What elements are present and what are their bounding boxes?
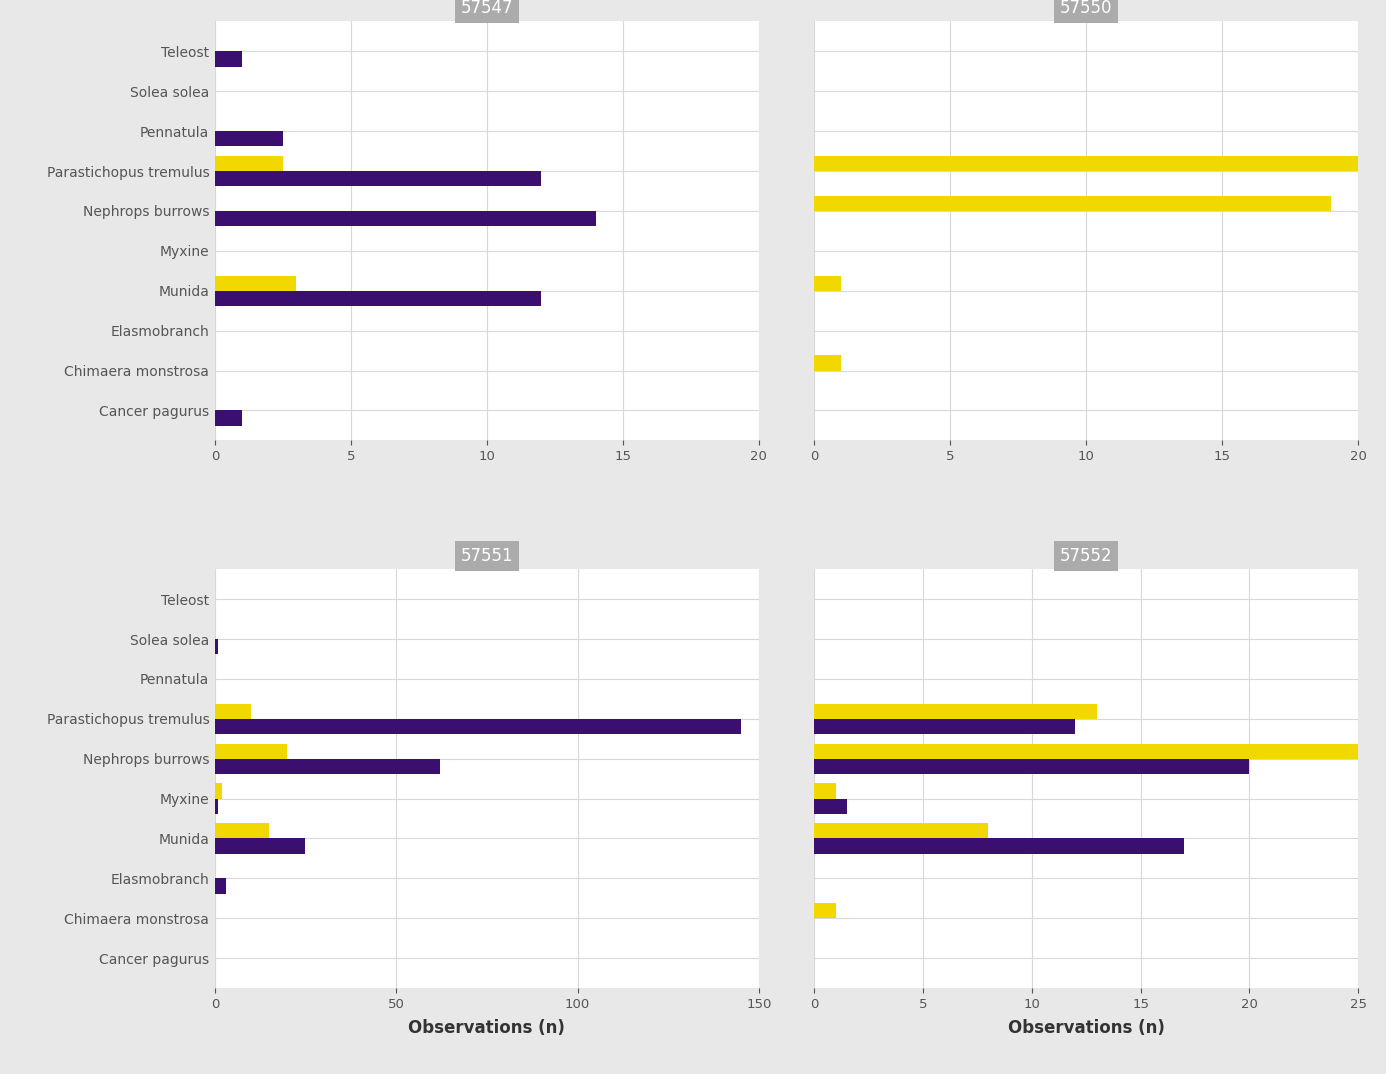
Bar	[815, 719, 1076, 734]
Bar	[215, 410, 243, 425]
Bar	[815, 276, 841, 291]
Title: 57550: 57550	[1060, 0, 1113, 17]
Bar	[215, 211, 596, 227]
Bar	[215, 703, 251, 719]
Bar	[815, 799, 847, 814]
Bar	[215, 639, 219, 654]
Bar	[215, 743, 287, 758]
Title: 57551: 57551	[460, 547, 513, 565]
Bar	[215, 276, 297, 291]
Bar	[215, 839, 305, 854]
Bar	[215, 52, 243, 67]
Bar	[215, 799, 219, 814]
Bar	[815, 156, 1358, 171]
X-axis label: Observations (n): Observations (n)	[409, 1019, 565, 1037]
Bar	[815, 783, 836, 799]
Bar	[815, 195, 1331, 211]
Bar	[815, 839, 1184, 854]
Bar	[815, 903, 836, 918]
Bar	[215, 131, 283, 146]
Bar	[215, 291, 542, 306]
Bar	[815, 743, 1358, 758]
X-axis label: Observations (n): Observations (n)	[1008, 1019, 1164, 1037]
Bar	[815, 824, 988, 839]
Bar	[215, 156, 283, 171]
Bar	[215, 719, 740, 734]
Bar	[215, 171, 542, 186]
Bar	[815, 758, 1250, 774]
Bar	[215, 783, 222, 799]
Title: 57547: 57547	[460, 0, 513, 17]
Bar	[215, 758, 439, 774]
Title: 57552: 57552	[1060, 547, 1113, 565]
Bar	[815, 355, 841, 371]
Bar	[815, 703, 1098, 719]
Bar	[215, 824, 269, 839]
Bar	[215, 879, 226, 894]
